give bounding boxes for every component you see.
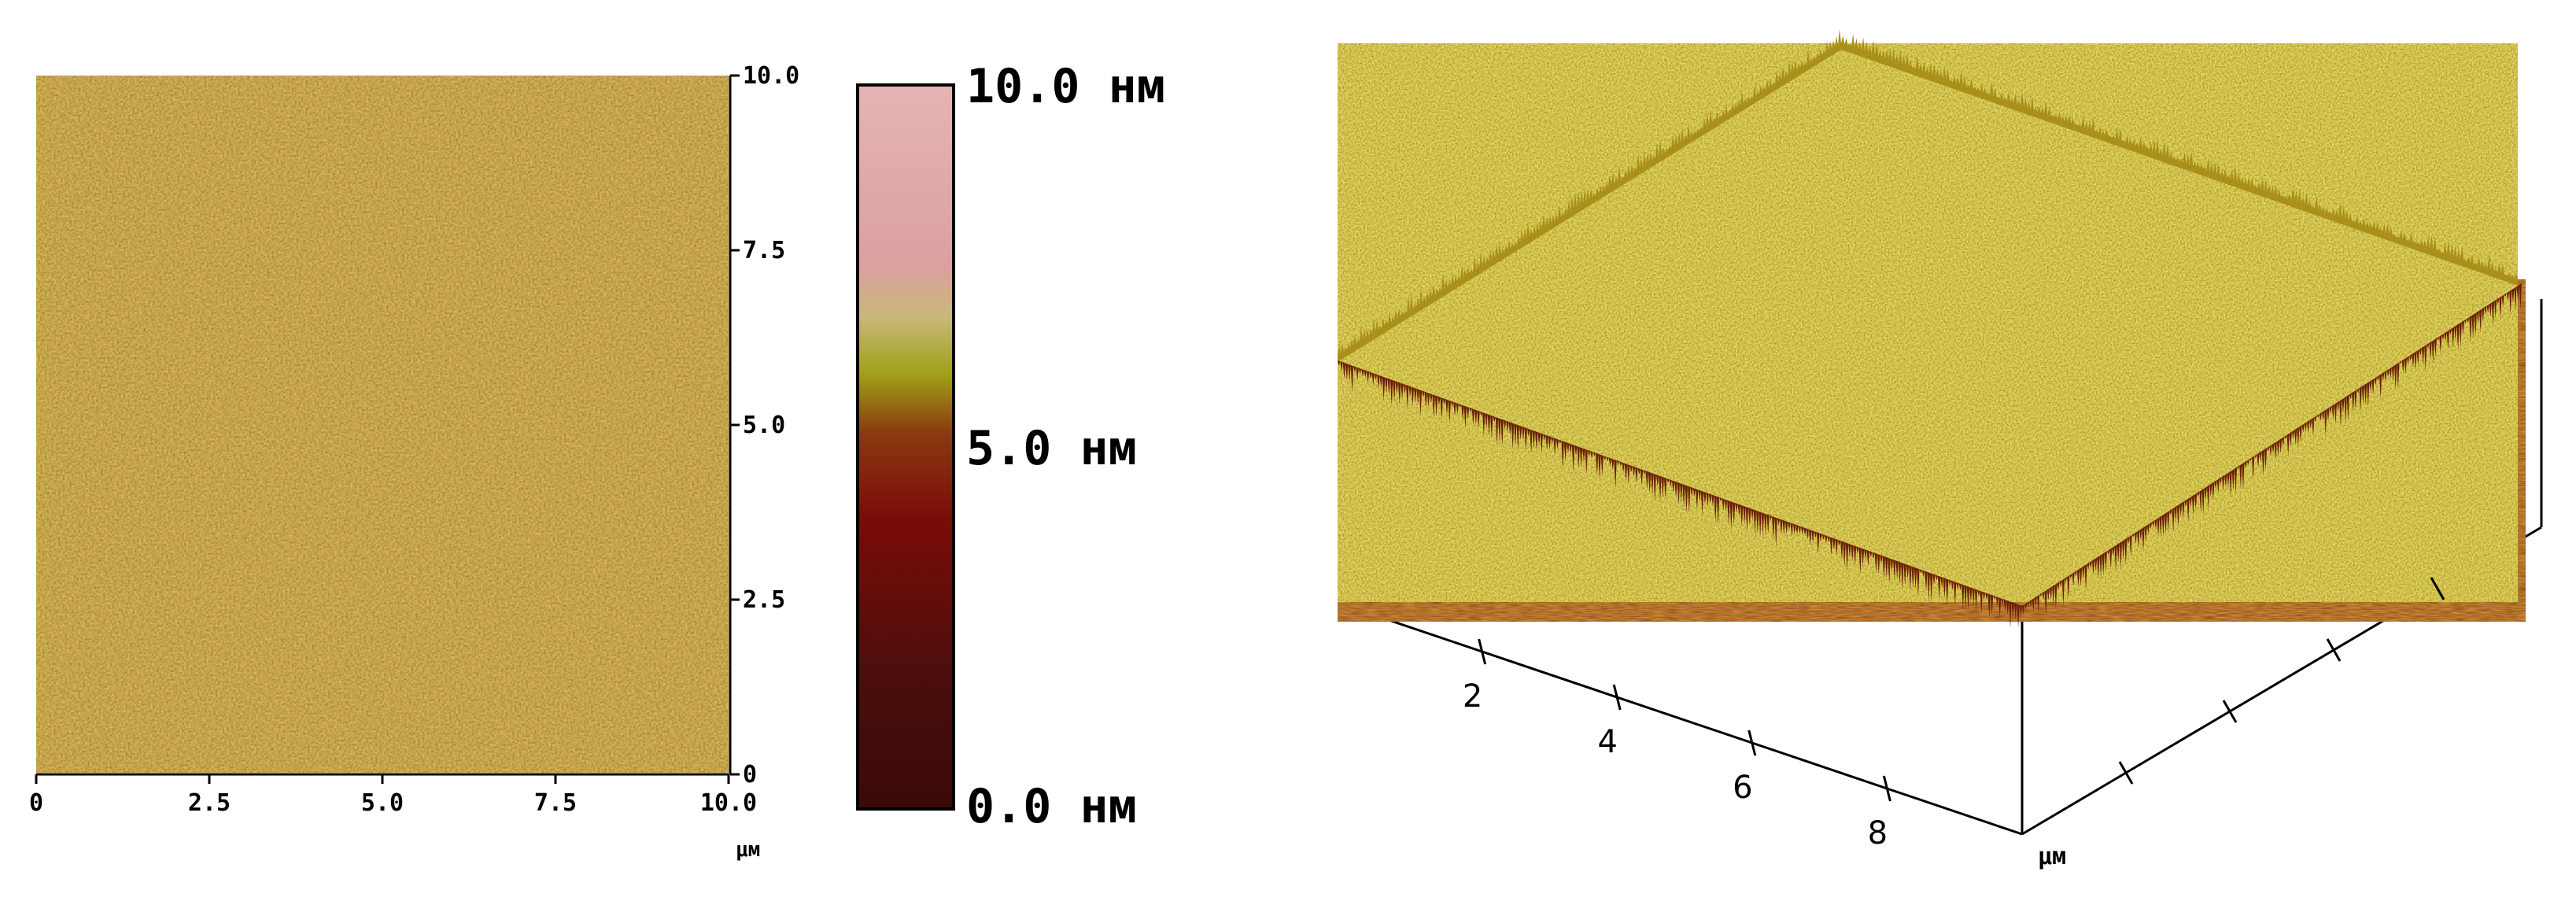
map-y-tick-label: 5.0 bbox=[743, 412, 785, 439]
color-scale: 10.0 нм 5.0 нм 0.0 нм bbox=[856, 59, 1165, 834]
map-y-tick-label: 2.5 bbox=[743, 586, 785, 614]
map-y-tick-label: 7.5 bbox=[743, 237, 785, 264]
surface-x-tick bbox=[1882, 775, 1891, 802]
scale-min-label: 0.0 нм bbox=[966, 779, 1137, 834]
right-y-axis bbox=[2021, 526, 2542, 836]
topography-map: 0 2.5 5.0 7.5 10.0 0 2.5 5.0 7.5 10.0 μм bbox=[29, 62, 799, 862]
map-x-tick-label: 0 bbox=[29, 789, 43, 817]
surface-edge-spikes bbox=[1841, 33, 2518, 286]
surface-x-tick bbox=[1747, 730, 1757, 756]
map-y-tick-label: 0 bbox=[743, 761, 757, 789]
color-scale-bar bbox=[856, 83, 955, 811]
surface-spikes bbox=[1338, 28, 2522, 629]
map-x-tick-label: 7.5 bbox=[534, 789, 577, 817]
surface-x-tick bbox=[1478, 638, 1487, 665]
map-x-tick-label: 2.5 bbox=[188, 789, 231, 817]
surface-front-edge bbox=[1338, 356, 2022, 622]
map-x-tick-label: 5.0 bbox=[361, 789, 404, 817]
map-x-ticks: 0 2.5 5.0 7.5 10.0 bbox=[29, 774, 757, 817]
surface-x-tick bbox=[1612, 684, 1622, 711]
surface-3d: 2 4 6 8 μм bbox=[1338, 28, 2543, 870]
surface-edge-spikes bbox=[1338, 28, 1841, 362]
surface-y-tick bbox=[2430, 577, 2445, 600]
surface-right-edge bbox=[2022, 279, 2526, 622]
surface-y-ticks bbox=[2118, 577, 2445, 785]
surface-x-tick-label: 4 bbox=[1597, 724, 1617, 760]
surface-y-tick bbox=[2326, 638, 2342, 662]
surface-x-tick-label: 2 bbox=[1463, 678, 1482, 715]
surface-y-tick bbox=[2222, 700, 2238, 723]
front-x-axis bbox=[1346, 604, 2023, 836]
map-x-tick-label: 10.0 bbox=[700, 789, 757, 817]
surface-unit-label: μм bbox=[2038, 843, 2066, 870]
surface-x-ticks: 2 4 6 8 bbox=[1463, 638, 1891, 851]
surface-y-tick bbox=[2118, 761, 2134, 785]
surface-top bbox=[1338, 43, 2518, 602]
map-unit-label: μм bbox=[736, 838, 760, 862]
scale-mid-label: 5.0 нм bbox=[966, 421, 1137, 476]
map-y-ticks: 0 2.5 5.0 7.5 10.0 bbox=[730, 62, 799, 789]
scale-max-label: 10.0 нм bbox=[966, 59, 1165, 114]
surface-x-tick-label: 6 bbox=[1733, 770, 1752, 806]
surface-x-tick-label: 8 bbox=[1868, 815, 1888, 851]
map-y-tick-label: 10.0 bbox=[743, 62, 799, 90]
topography-image bbox=[36, 76, 729, 773]
